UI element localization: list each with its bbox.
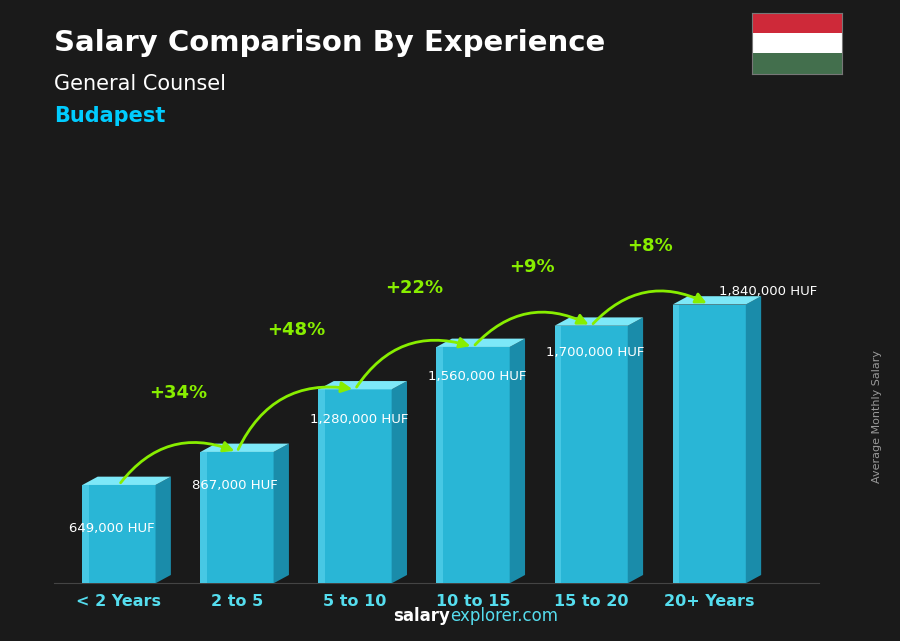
Bar: [436, 347, 443, 583]
Polygon shape: [392, 381, 407, 583]
Text: 867,000 HUF: 867,000 HUF: [192, 479, 278, 492]
Text: 1,560,000 HUF: 1,560,000 HUF: [428, 370, 526, 383]
Bar: [201, 452, 274, 583]
Text: General Counsel: General Counsel: [54, 74, 226, 94]
Bar: [672, 304, 680, 583]
Bar: [82, 485, 156, 583]
Bar: [554, 326, 627, 583]
Bar: [319, 389, 392, 583]
Bar: [752, 53, 842, 74]
Bar: [672, 304, 746, 583]
Text: 1,280,000 HUF: 1,280,000 HUF: [310, 413, 409, 426]
Text: salary: salary: [393, 607, 450, 625]
Text: Salary Comparison By Experience: Salary Comparison By Experience: [54, 29, 605, 57]
Bar: [752, 33, 842, 53]
Polygon shape: [201, 444, 289, 452]
Polygon shape: [156, 477, 171, 583]
Text: +22%: +22%: [385, 279, 443, 297]
Text: +9%: +9%: [509, 258, 555, 276]
Polygon shape: [319, 381, 407, 389]
Polygon shape: [672, 296, 761, 304]
Bar: [319, 389, 325, 583]
Text: explorer.com: explorer.com: [450, 607, 558, 625]
Text: +34%: +34%: [148, 384, 207, 402]
Polygon shape: [274, 444, 289, 583]
Bar: [436, 347, 509, 583]
Polygon shape: [82, 477, 171, 485]
Bar: [201, 452, 207, 583]
Polygon shape: [509, 338, 525, 583]
Text: +48%: +48%: [267, 321, 325, 339]
Text: 1,840,000 HUF: 1,840,000 HUF: [719, 285, 817, 297]
Text: 649,000 HUF: 649,000 HUF: [69, 522, 155, 535]
Bar: [554, 326, 561, 583]
Text: Average Monthly Salary: Average Monthly Salary: [872, 350, 883, 483]
Text: 1,700,000 HUF: 1,700,000 HUF: [546, 346, 644, 359]
Polygon shape: [627, 317, 644, 583]
Bar: [82, 485, 89, 583]
Text: Budapest: Budapest: [54, 106, 166, 126]
Bar: [752, 13, 842, 33]
Polygon shape: [436, 338, 525, 347]
Text: +8%: +8%: [627, 237, 673, 254]
Polygon shape: [554, 317, 644, 326]
Polygon shape: [746, 296, 761, 583]
